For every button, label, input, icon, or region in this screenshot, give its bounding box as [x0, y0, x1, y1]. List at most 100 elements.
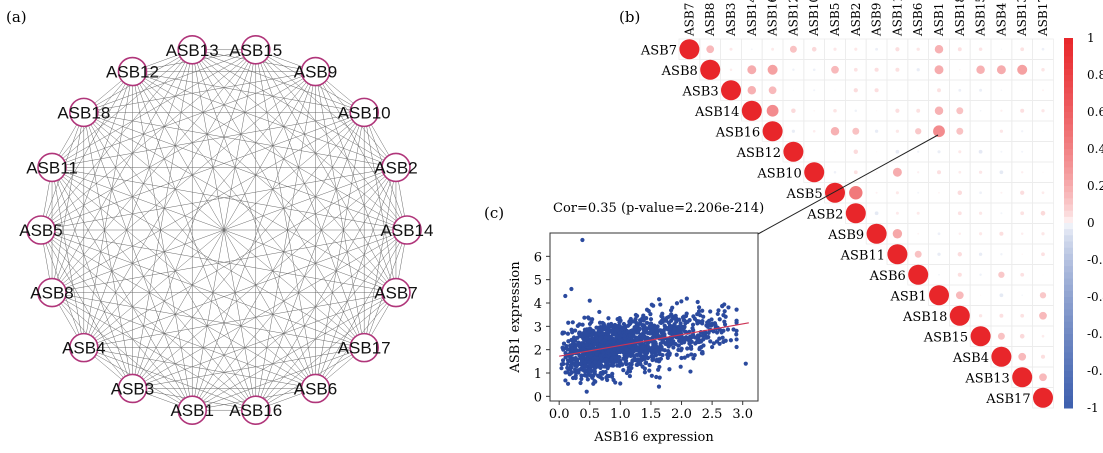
scatter-axes: 0.0 0.5 1.0 1.5 2.0 2.5 3.0 0 1 2 3 4 5 6 — [534, 250, 753, 422]
network-node-label: ASB12 — [106, 63, 159, 82]
scatter-point — [596, 360, 602, 365]
scatter-point — [613, 323, 619, 328]
scatter-point — [560, 331, 565, 336]
scatter-point — [672, 322, 677, 327]
scatter-point — [579, 376, 584, 382]
scatter-point — [642, 324, 647, 329]
corr-row-label: ASB9 — [827, 228, 864, 243]
scatter-point — [734, 320, 739, 325]
corr-circle — [812, 68, 816, 72]
scatter-point — [631, 333, 636, 338]
network-edge — [83, 112, 397, 293]
scatter-point — [634, 358, 639, 363]
corr-circle — [917, 232, 920, 235]
network-node: ASB10 — [338, 97, 391, 128]
network-node-circle — [117, 56, 148, 87]
corr-circle — [949, 305, 970, 326]
scatter-point — [588, 343, 593, 349]
corr-circle — [978, 314, 983, 318]
network-node: ASB6 — [294, 373, 337, 404]
scatter-point — [574, 360, 579, 366]
corr-circle — [917, 150, 920, 153]
corr-circle — [875, 191, 878, 194]
scatter-point — [678, 321, 683, 326]
scatter-point — [654, 374, 659, 380]
corr-top-label: ASB13 — [1015, 0, 1029, 37]
network-edge — [51, 71, 316, 168]
scatter-point — [629, 339, 634, 344]
scatter-point — [646, 308, 651, 314]
corr-circle — [887, 244, 908, 265]
network-node-circle — [300, 56, 331, 87]
network-edge — [192, 49, 365, 113]
scatter-point — [692, 352, 697, 358]
network-edge — [363, 112, 397, 293]
colorbar-segment — [1064, 44, 1073, 51]
network-edge — [51, 167, 193, 411]
scatter-point — [672, 330, 677, 335]
colorbar-segment — [1064, 99, 1073, 107]
corr-circle — [762, 121, 783, 142]
scatter-point — [656, 357, 661, 362]
scatter-point — [648, 321, 654, 326]
scatter-point — [611, 351, 617, 356]
scatter-point — [676, 324, 682, 329]
scatter-plot: Cor=0.35 (p-value=2.206e-214) 0.0 0.5 1.0 1… — [508, 201, 764, 445]
network-edge — [51, 292, 256, 411]
scatter-point — [594, 356, 600, 361]
colorbar-segment — [1064, 297, 1073, 304]
corr-circle — [957, 211, 962, 216]
y-tick-label: 3 — [534, 320, 542, 335]
corr-circle — [747, 65, 757, 75]
scatter-point — [606, 363, 612, 368]
network-edge — [132, 71, 397, 168]
scatter-point — [726, 305, 731, 310]
colorbar-segment — [1064, 161, 1073, 168]
colorbar-segment — [1064, 142, 1073, 150]
scatter-point — [569, 358, 575, 363]
scatter-point — [641, 330, 647, 335]
network-node: ASB14 — [381, 215, 433, 245]
scatter-point — [585, 377, 590, 382]
corr-circle — [998, 271, 1005, 278]
scatter-frame — [549, 232, 759, 402]
network-node-circle — [177, 395, 208, 426]
scatter-point — [662, 348, 667, 353]
corr-row-label: ASB10 — [756, 166, 801, 181]
corr-circle — [791, 108, 796, 114]
connector-line — [757, 134, 939, 235]
scatter-point — [646, 344, 651, 350]
scatter-point — [667, 367, 672, 372]
corr-row-label: ASB7 — [640, 43, 677, 58]
scatter-point — [734, 328, 739, 333]
corr-circle — [1012, 367, 1033, 388]
scatter-point — [734, 337, 739, 342]
colorbar-segment — [1064, 334, 1073, 341]
corr-circle — [853, 67, 858, 72]
corr-circle — [1021, 89, 1023, 91]
colorbar-segment — [1064, 136, 1073, 144]
network-edge — [315, 71, 365, 348]
scatter-point — [685, 346, 690, 351]
network-node-circle — [69, 332, 99, 363]
colorbar-segment — [1064, 210, 1073, 218]
corr-circle — [1000, 89, 1003, 92]
scatter-point — [659, 345, 664, 350]
network-node-circle — [37, 152, 67, 183]
corr-circle — [914, 250, 922, 258]
corr-circle — [854, 109, 858, 113]
network-edge — [192, 347, 365, 411]
corr-row-label: ASB13 — [964, 371, 1009, 386]
scatter-point — [697, 347, 702, 352]
scatter-point — [579, 334, 584, 339]
scatter-point — [563, 370, 568, 375]
scatter-point — [582, 327, 588, 332]
scatter-point — [659, 313, 664, 319]
corr-circle — [957, 272, 962, 277]
network-edge — [83, 49, 256, 113]
network-edge — [192, 49, 365, 348]
corr-circle — [937, 150, 941, 154]
scatter-point — [689, 352, 694, 357]
colorbar-segment — [1064, 81, 1073, 88]
colorbar-segment — [1064, 352, 1073, 360]
